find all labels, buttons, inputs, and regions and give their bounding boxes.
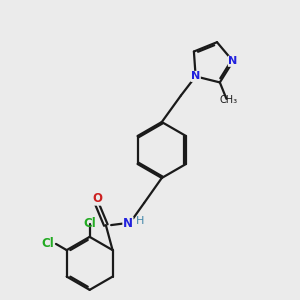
- Text: N: N: [191, 71, 200, 81]
- Text: H: H: [136, 216, 145, 226]
- Text: CH₃: CH₃: [220, 95, 238, 105]
- Text: Cl: Cl: [41, 237, 54, 250]
- Text: O: O: [92, 192, 102, 205]
- Text: Cl: Cl: [83, 217, 96, 230]
- Text: N: N: [123, 217, 133, 230]
- Text: N: N: [228, 56, 238, 66]
